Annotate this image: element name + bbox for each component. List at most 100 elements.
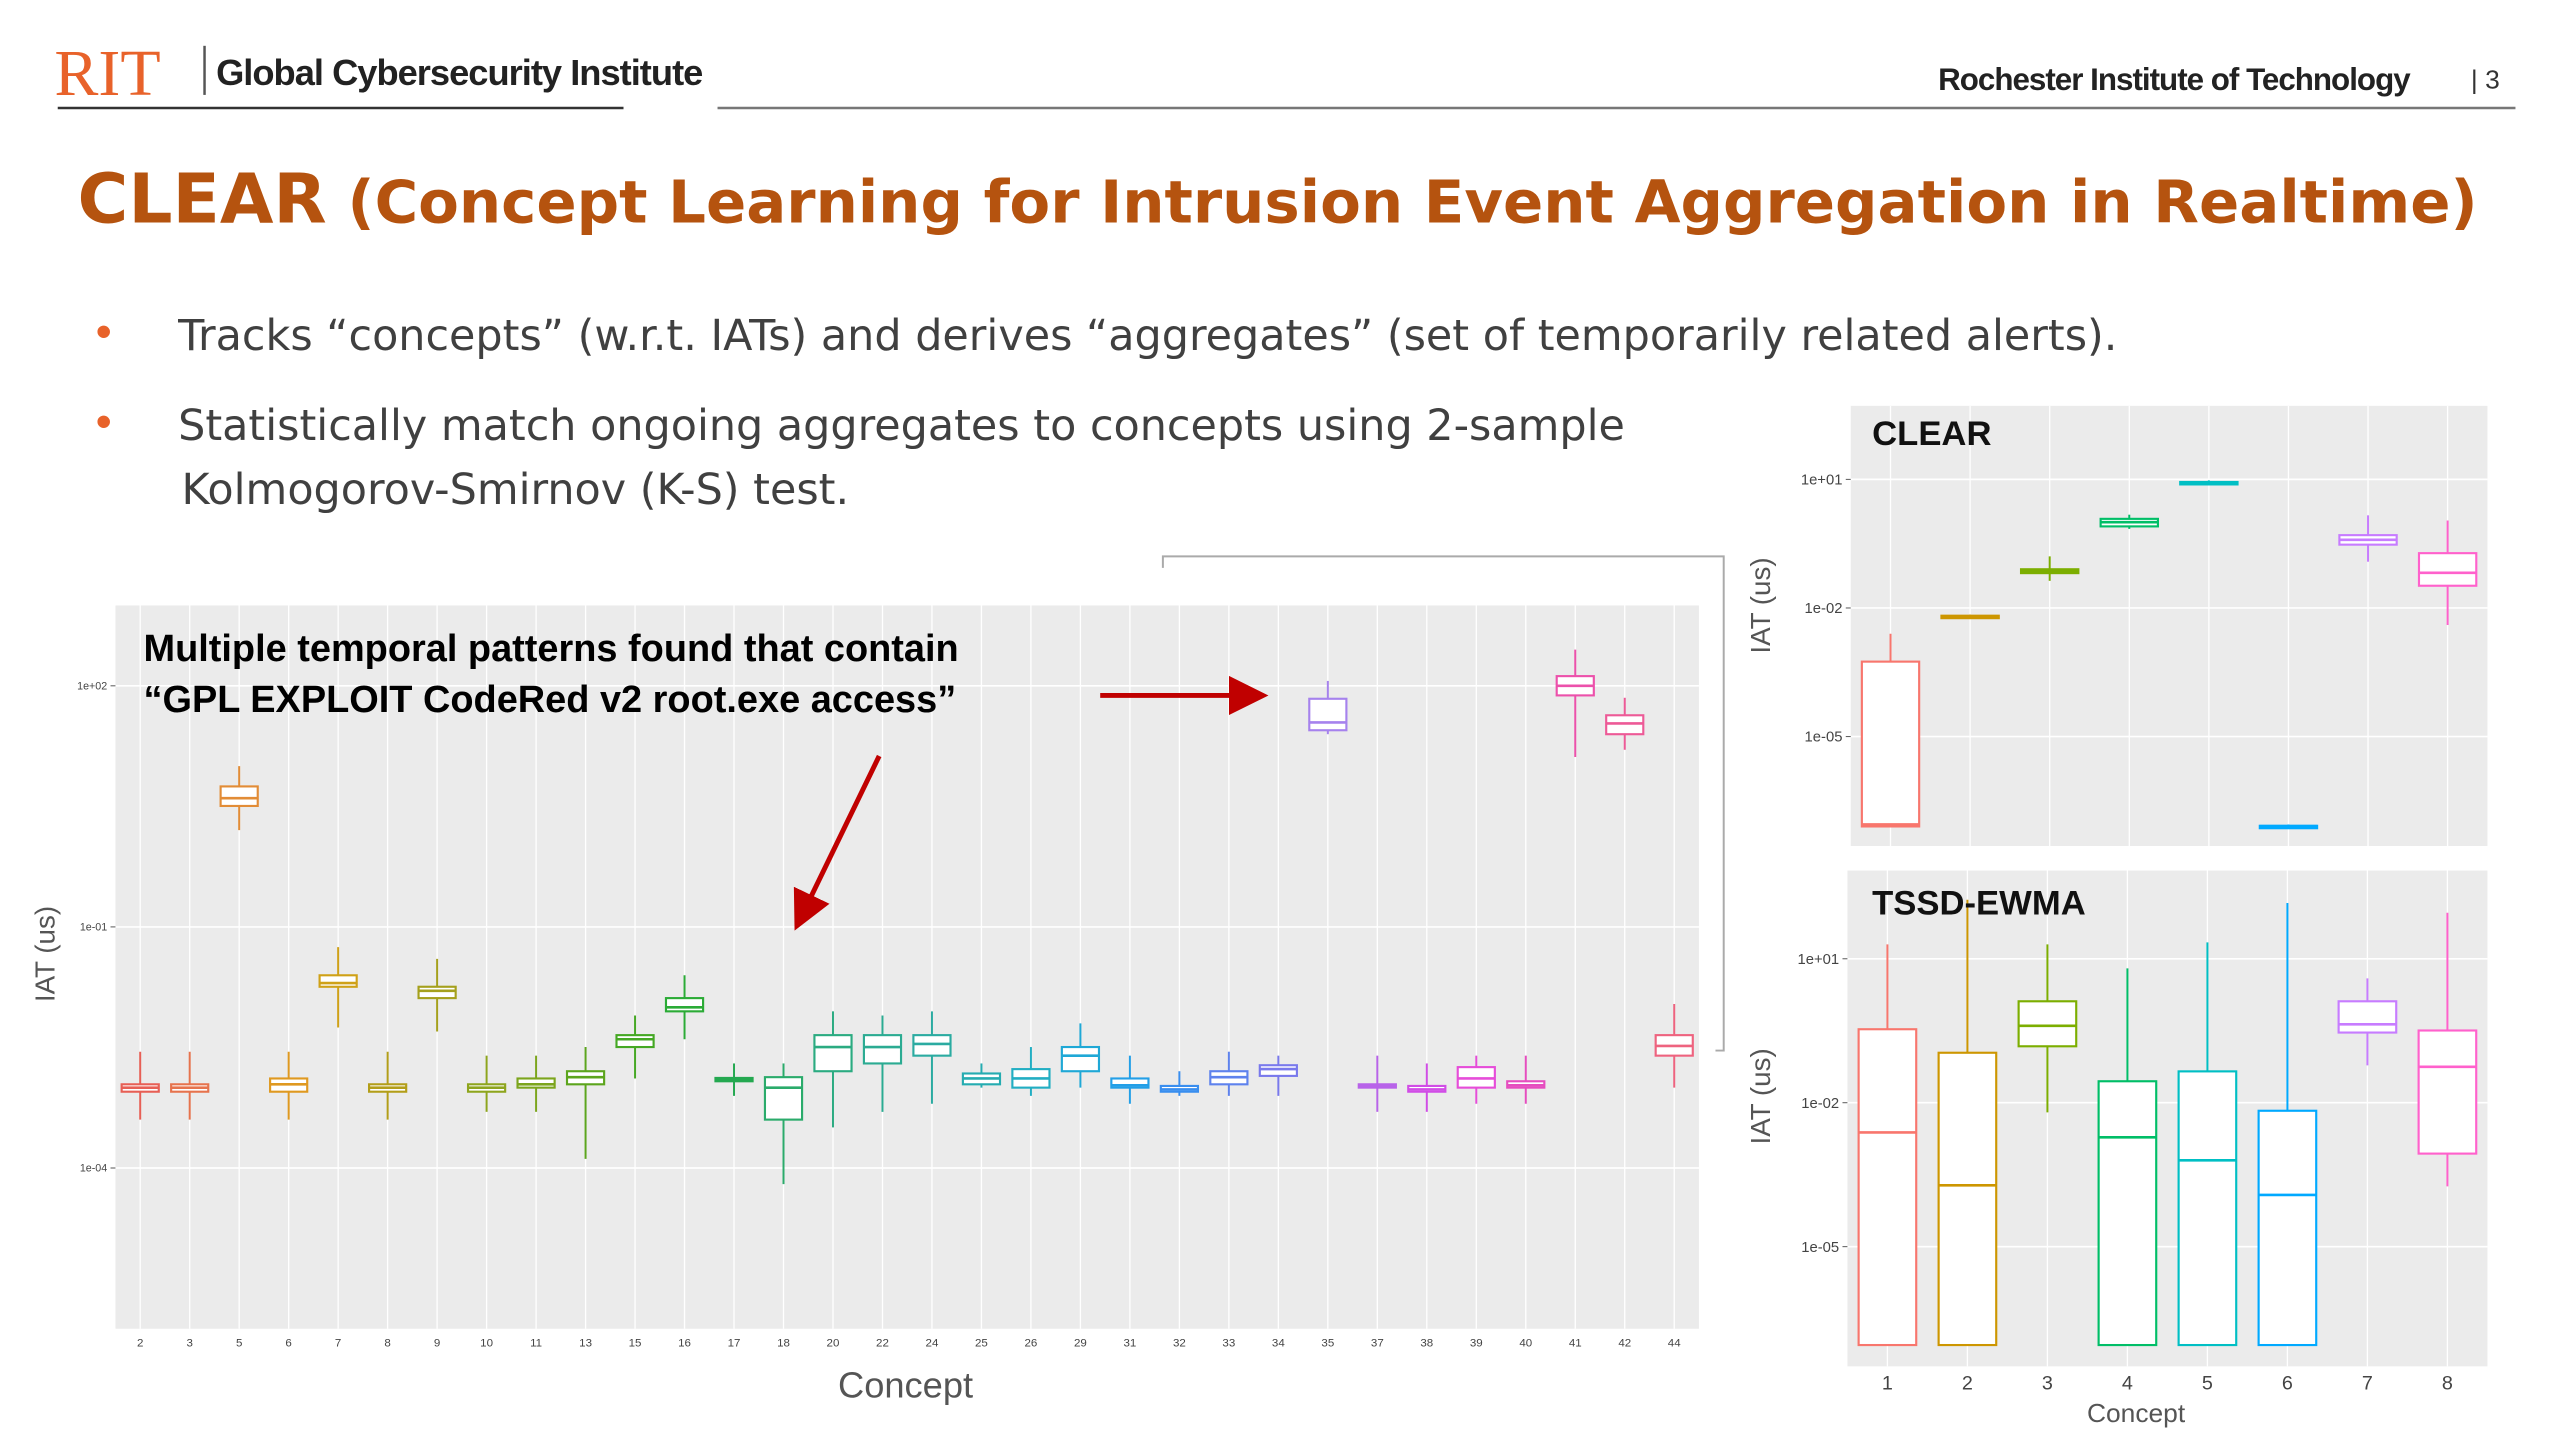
box bbox=[1060, 1045, 1101, 1073]
y-tick-label: 1e-02 bbox=[1801, 1096, 1839, 1112]
x-tick-label: 42 bbox=[1618, 1338, 1631, 1350]
x-tick-label: 41 bbox=[1569, 1338, 1582, 1350]
chart-title: CLEAR bbox=[1872, 415, 1991, 453]
x-axis-label: Concept bbox=[2087, 1398, 2186, 1428]
chart: 1e+01 1e-02 1e-05 1 2 3 4 5 6 7 8 TSSD-EWMA IAT (us)… bbox=[1745, 870, 2488, 1428]
box bbox=[2257, 1109, 2318, 1347]
x-tick-label: 8 bbox=[2442, 1372, 2453, 1394]
x-tick-label: 29 bbox=[1074, 1338, 1087, 1350]
bullet-dot: • bbox=[96, 395, 112, 447]
box bbox=[2417, 552, 2478, 587]
box bbox=[813, 1034, 853, 1073]
y-axis-label: IAT (us) bbox=[1745, 557, 1776, 653]
y-tick-label: 1e+01 bbox=[1801, 473, 1843, 489]
x-tick-label: 13 bbox=[579, 1338, 592, 1350]
x-tick-label: 7 bbox=[2362, 1372, 2373, 1394]
x-tick-label: 22 bbox=[876, 1338, 889, 1350]
x-tick-label: 3 bbox=[186, 1338, 192, 1350]
x-tick-label: 10 bbox=[480, 1338, 493, 1350]
x-tick-label: 18 bbox=[777, 1338, 790, 1350]
box bbox=[615, 1034, 655, 1049]
bracket bbox=[1161, 555, 1725, 1052]
y-tick-label: 1e+01 bbox=[1798, 952, 1840, 968]
box bbox=[318, 974, 358, 988]
x-tick-label: 24 bbox=[926, 1338, 939, 1350]
x-tick-label: 7 bbox=[335, 1338, 341, 1350]
y-tick-label: 1e+02 bbox=[77, 681, 107, 693]
y-tick-label: 1e-04 bbox=[80, 1163, 107, 1175]
arrow bbox=[793, 754, 882, 931]
x-tick-label: 5 bbox=[2202, 1372, 2213, 1394]
y-axis-label: IAT (us) bbox=[29, 906, 60, 1002]
x-tick-label: 26 bbox=[1025, 1338, 1038, 1350]
institute: Global Cybersecurity Institute bbox=[216, 52, 702, 93]
x-tick-label: 9 bbox=[434, 1338, 440, 1350]
box bbox=[912, 1034, 952, 1057]
bullet-dot: • bbox=[96, 305, 112, 357]
x-tick-label: 39 bbox=[1470, 1338, 1483, 1350]
x-tick-label: 25 bbox=[975, 1338, 988, 1350]
x-tick-label: 6 bbox=[2282, 1372, 2293, 1394]
y-axis-label: IAT (us) bbox=[1745, 1048, 1776, 1144]
x-tick-label: 8 bbox=[384, 1338, 390, 1350]
box bbox=[1937, 1051, 1998, 1347]
x-tick-label: 11 bbox=[530, 1338, 542, 1350]
x-tick-label: 37 bbox=[1371, 1338, 1384, 1350]
title-rest: (Concept Learning for Intrusion Event Ag… bbox=[327, 168, 2478, 237]
x-tick-label: 4 bbox=[2122, 1372, 2133, 1394]
title-main: CLEAR bbox=[78, 160, 327, 240]
box bbox=[219, 785, 259, 808]
x-tick-label: 6 bbox=[285, 1338, 291, 1350]
plot-panel bbox=[1850, 405, 2488, 846]
x-tick-label: 3 bbox=[2042, 1372, 2053, 1394]
x-tick-label: 44 bbox=[1668, 1338, 1681, 1350]
box bbox=[763, 1076, 804, 1121]
annotation-layer: Multiple temporal patterns found that co… bbox=[144, 628, 1269, 931]
x-tick-label: 2 bbox=[1962, 1372, 1973, 1394]
box bbox=[2337, 1000, 2398, 1034]
slide-title: CLEAR (Concept Learning for Intrusion Ev… bbox=[78, 160, 2478, 240]
box bbox=[2097, 1080, 2158, 1347]
box bbox=[2417, 1029, 2478, 1155]
chart-title: TSSD-EWMA bbox=[1872, 885, 2086, 923]
x-tick-label: 32 bbox=[1173, 1338, 1186, 1350]
box bbox=[417, 985, 457, 1000]
logo: RIT bbox=[54, 37, 160, 110]
x-tick-label: 15 bbox=[629, 1338, 642, 1350]
x-axis-label: Concept bbox=[838, 1365, 973, 1406]
x-tick-label: 20 bbox=[827, 1338, 840, 1350]
y-tick-label: 1e-05 bbox=[1805, 730, 1843, 746]
box bbox=[1308, 697, 1348, 732]
x-tick-label: 17 bbox=[728, 1338, 741, 1350]
bullet-text: Statistically match ongoing aggregates t… bbox=[178, 401, 1625, 451]
box bbox=[2017, 1000, 2078, 1048]
box bbox=[1860, 660, 1921, 828]
x-tick-label: 40 bbox=[1519, 1338, 1532, 1350]
x-tick-label: 16 bbox=[678, 1338, 691, 1350]
box bbox=[1258, 1064, 1298, 1077]
box bbox=[1857, 1028, 1918, 1347]
box bbox=[2177, 1070, 2238, 1347]
annotation: “GPL EXPLOIT CodeRed v2 root.exe access” bbox=[144, 679, 957, 721]
y-tick-label: 1e-01 bbox=[80, 922, 107, 934]
x-tick-label: 33 bbox=[1222, 1338, 1235, 1350]
x-tick-label: 2 bbox=[137, 1338, 143, 1350]
chart: 1e+01 1e-02 1e-05 CLEAR IAT (us) bbox=[1745, 405, 2488, 846]
x-tick-label: 38 bbox=[1420, 1338, 1433, 1350]
bullet-text: Kolmogorov-Smirnov (K-S) test. bbox=[181, 465, 849, 515]
x-tick-label: 1 bbox=[1882, 1372, 1893, 1394]
x-tick-label: 31 bbox=[1123, 1338, 1136, 1350]
bullet-text: Tracks “concepts” (w.r.t. IATs) and deri… bbox=[177, 311, 2117, 361]
y-tick-label: 1e-05 bbox=[1801, 1240, 1839, 1256]
x-tick-label: 35 bbox=[1321, 1338, 1334, 1350]
university: Rochester Institute of Technology bbox=[1938, 62, 2411, 97]
box bbox=[862, 1034, 903, 1065]
y-tick-label: 1e-02 bbox=[1805, 601, 1843, 617]
annotation: Multiple temporal patterns found that co… bbox=[144, 628, 959, 670]
box bbox=[1110, 1077, 1150, 1089]
x-tick-label: 5 bbox=[236, 1338, 242, 1350]
